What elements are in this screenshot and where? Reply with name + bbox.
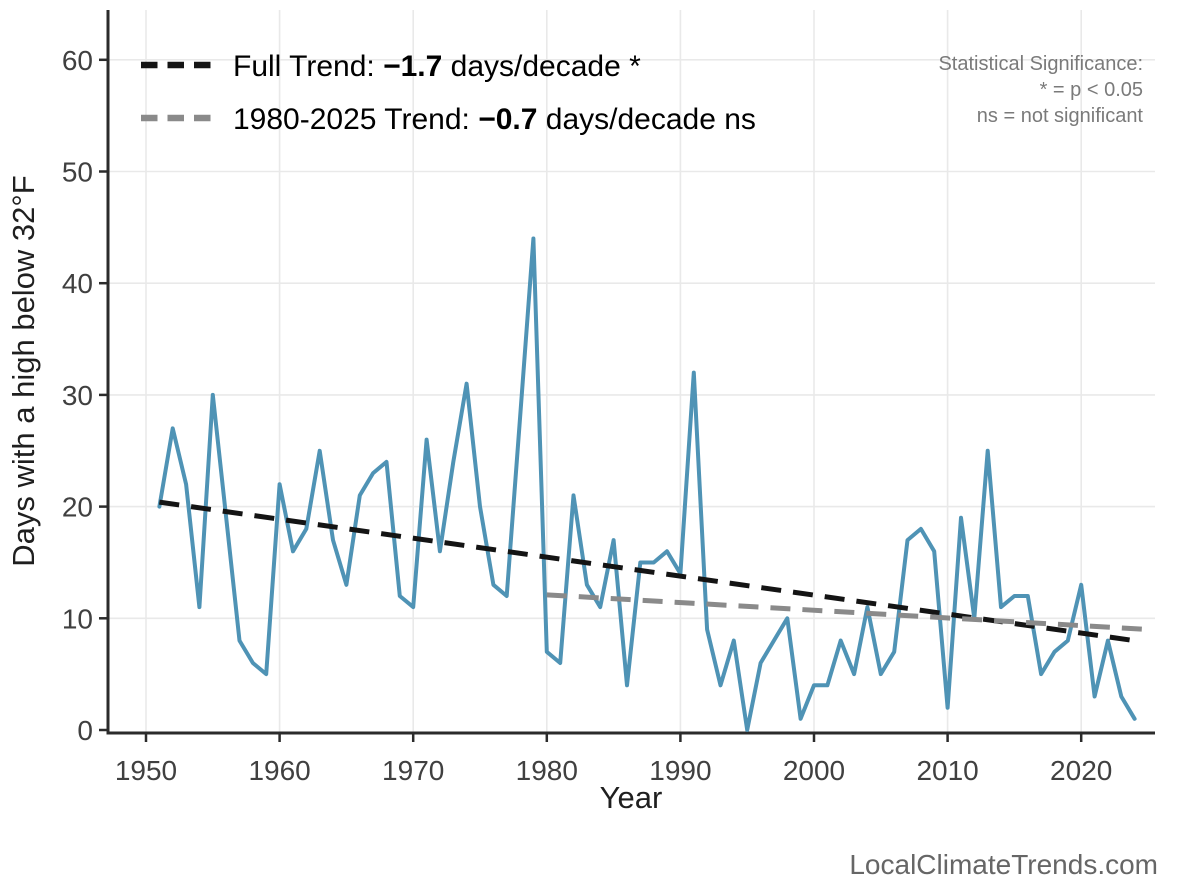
y-tick-label: 10 — [62, 603, 93, 634]
stat-note-line2: * = p < 0.05 — [1040, 79, 1143, 101]
trend-line-1980-2025 — [546, 592, 1149, 632]
y-tick-label: 60 — [62, 45, 93, 76]
axis-layer: 0 10 20 30 40 50 60 1950 1960 1970 1980 1990 2000 201… — [62, 10, 1155, 786]
data-line — [157, 236, 1137, 732]
x-tick-label: 2010 — [916, 755, 978, 786]
legend-label-full-trend: Full Trend: −1.7 days/decade * — [233, 50, 641, 83]
grid-layer — [109, 10, 1155, 732]
trend-lines-layer — [159, 499, 1149, 644]
legend: Full Trend: −1.7 days/decade * 1980-2025… — [141, 50, 756, 136]
stat-note-line1: Statistical Significance: — [938, 53, 1143, 75]
y-tick-label: 0 — [77, 715, 93, 746]
y-tick-label: 30 — [62, 380, 93, 411]
stat-significance-note: Statistical Significance: * = p < 0.05 n… — [938, 53, 1143, 127]
x-tick-label: 1960 — [248, 755, 310, 786]
x-tick-label: 2020 — [1050, 755, 1112, 786]
x-axis-title: Year — [600, 780, 663, 815]
footer-brand: LocalClimateTrends.com — [849, 849, 1158, 880]
y-tick-label: 40 — [62, 268, 93, 299]
full-trend-line — [159, 499, 1135, 644]
x-tick-label: 1970 — [382, 755, 444, 786]
legend-label-1980-2025-trend: 1980-2025 Trend: −0.7 days/decade ns — [233, 103, 756, 136]
legend-item-1980-2025-trend: 1980-2025 Trend: −0.7 days/decade ns — [141, 103, 756, 136]
x-tick-label: 1950 — [115, 755, 177, 786]
legend-item-full-trend: Full Trend: −1.7 days/decade * — [141, 50, 641, 83]
x-tick-label: 2000 — [783, 755, 845, 786]
y-axis-title: Days with a high below 32°F — [6, 175, 41, 566]
temperature-series — [157, 236, 1137, 732]
y-tick-label: 50 — [62, 157, 93, 188]
x-tick-label: 1990 — [649, 755, 711, 786]
x-tick-label: 1980 — [516, 755, 578, 786]
y-tick-label: 20 — [62, 492, 93, 523]
stat-note-line3: ns = not significant — [977, 105, 1144, 127]
